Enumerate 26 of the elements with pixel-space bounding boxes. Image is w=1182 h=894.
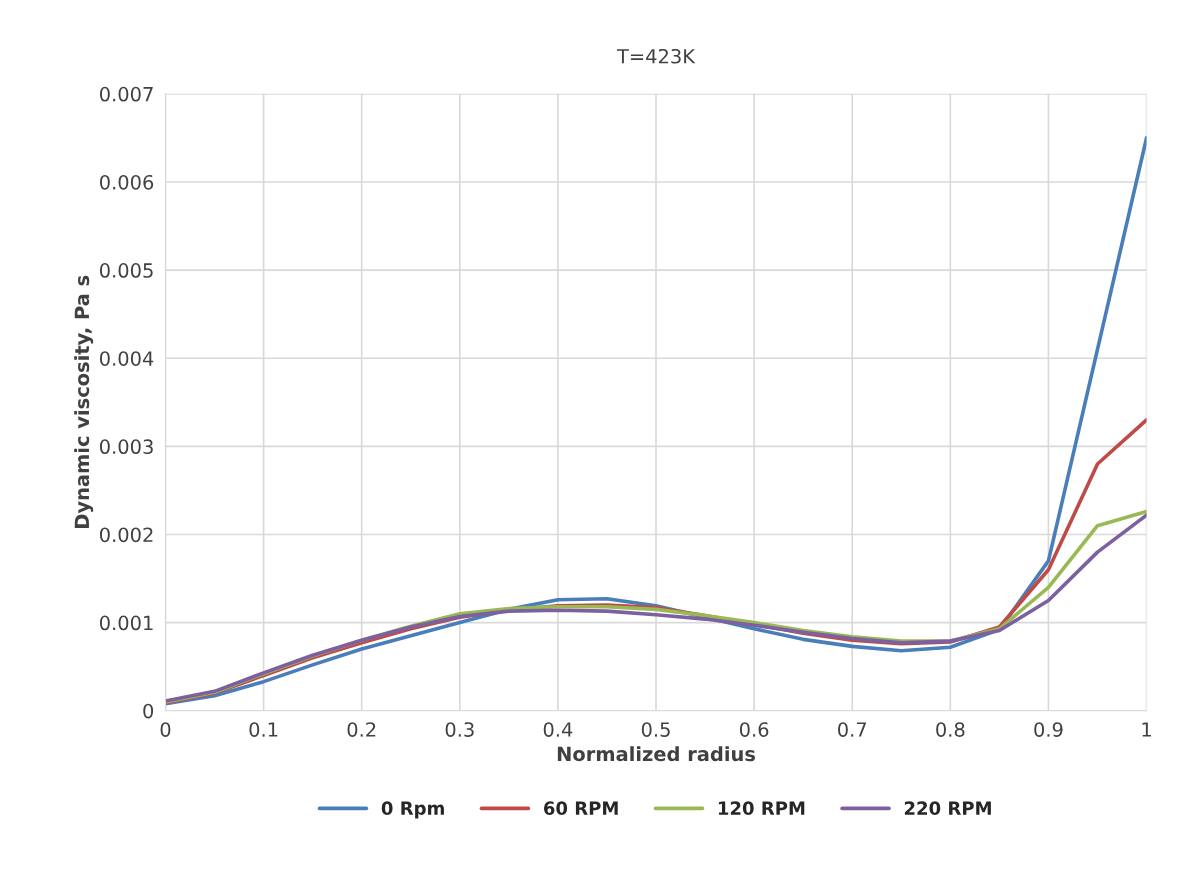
x-tick-label: 0.8 <box>936 722 965 737</box>
x-tick-label: 0 <box>160 722 171 737</box>
y-tick-label: 0.004 <box>99 351 154 366</box>
y-tick-label: 0.002 <box>99 527 153 543</box>
legend-label: 60 RPM <box>543 801 618 815</box>
x-axis-title: Normalized radius <box>557 746 756 762</box>
x-tick-label: 0.6 <box>739 722 769 737</box>
y-tick-label: 0.005 <box>99 263 153 278</box>
y-tick-label: 0.001 <box>99 615 153 631</box>
x-tick-label: 0.7 <box>838 722 867 737</box>
x-tick-label: 1 <box>1142 722 1151 737</box>
x-tick-label: 0.4 <box>543 722 573 737</box>
legend-label: 0 Rpm <box>381 801 444 819</box>
legend-label: 120 RPM <box>718 801 805 815</box>
y-axis-title: Dynamic viscosity, Pa s <box>74 275 94 528</box>
y-tick-label: 0.007 <box>99 86 153 102</box>
x-tick-label: 0.5 <box>641 722 670 737</box>
y-tick-label: 0.006 <box>99 174 154 190</box>
x-tick-label: 0.2 <box>347 722 376 737</box>
y-tick-label: 0.003 <box>99 439 153 455</box>
x-tick-label: 0.3 <box>445 722 474 737</box>
y-tick-label: 0 <box>143 703 154 719</box>
legend-label: 220 RPM <box>904 801 991 815</box>
chart-title: T=423K <box>616 48 696 64</box>
x-tick-label: 0.1 <box>249 722 278 737</box>
x-tick-label: 0.9 <box>1034 722 1063 737</box>
